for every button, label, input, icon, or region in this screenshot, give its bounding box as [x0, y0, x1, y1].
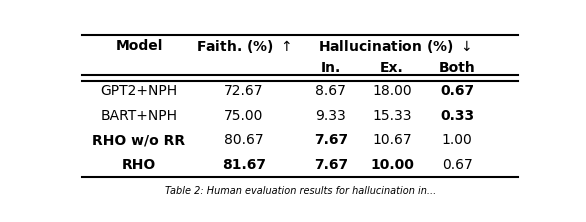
- Text: Ex.: Ex.: [380, 61, 404, 75]
- Text: Faith. (%) $\uparrow$: Faith. (%) $\uparrow$: [196, 38, 291, 55]
- Text: 81.67: 81.67: [222, 158, 265, 172]
- Text: RHO w/o RR: RHO w/o RR: [93, 133, 186, 147]
- Text: 0.33: 0.33: [440, 109, 474, 123]
- Text: 75.00: 75.00: [224, 109, 263, 123]
- Text: 9.33: 9.33: [315, 109, 346, 123]
- Text: 72.67: 72.67: [224, 84, 263, 98]
- Text: Model: Model: [115, 39, 163, 53]
- Text: GPT2+NPH: GPT2+NPH: [100, 84, 178, 98]
- Text: 15.33: 15.33: [372, 109, 411, 123]
- Text: 8.67: 8.67: [315, 84, 346, 98]
- Text: RHO: RHO: [122, 158, 156, 172]
- Text: 7.67: 7.67: [314, 158, 348, 172]
- Text: 1.00: 1.00: [442, 133, 473, 147]
- Text: 80.67: 80.67: [224, 133, 264, 147]
- Text: Both: Both: [439, 61, 476, 75]
- Text: 10.00: 10.00: [370, 158, 414, 172]
- Text: 10.67: 10.67: [372, 133, 412, 147]
- Text: BART+NPH: BART+NPH: [101, 109, 178, 123]
- Text: Table 2: Human evaluation results for hallucination in...: Table 2: Human evaluation results for ha…: [165, 186, 436, 196]
- Text: 0.67: 0.67: [442, 158, 473, 172]
- Text: 18.00: 18.00: [372, 84, 412, 98]
- Text: Hallucination (%) $\downarrow$: Hallucination (%) $\downarrow$: [318, 38, 471, 55]
- Text: 0.67: 0.67: [440, 84, 474, 98]
- Text: 7.67: 7.67: [314, 133, 348, 147]
- Text: In.: In.: [321, 61, 341, 75]
